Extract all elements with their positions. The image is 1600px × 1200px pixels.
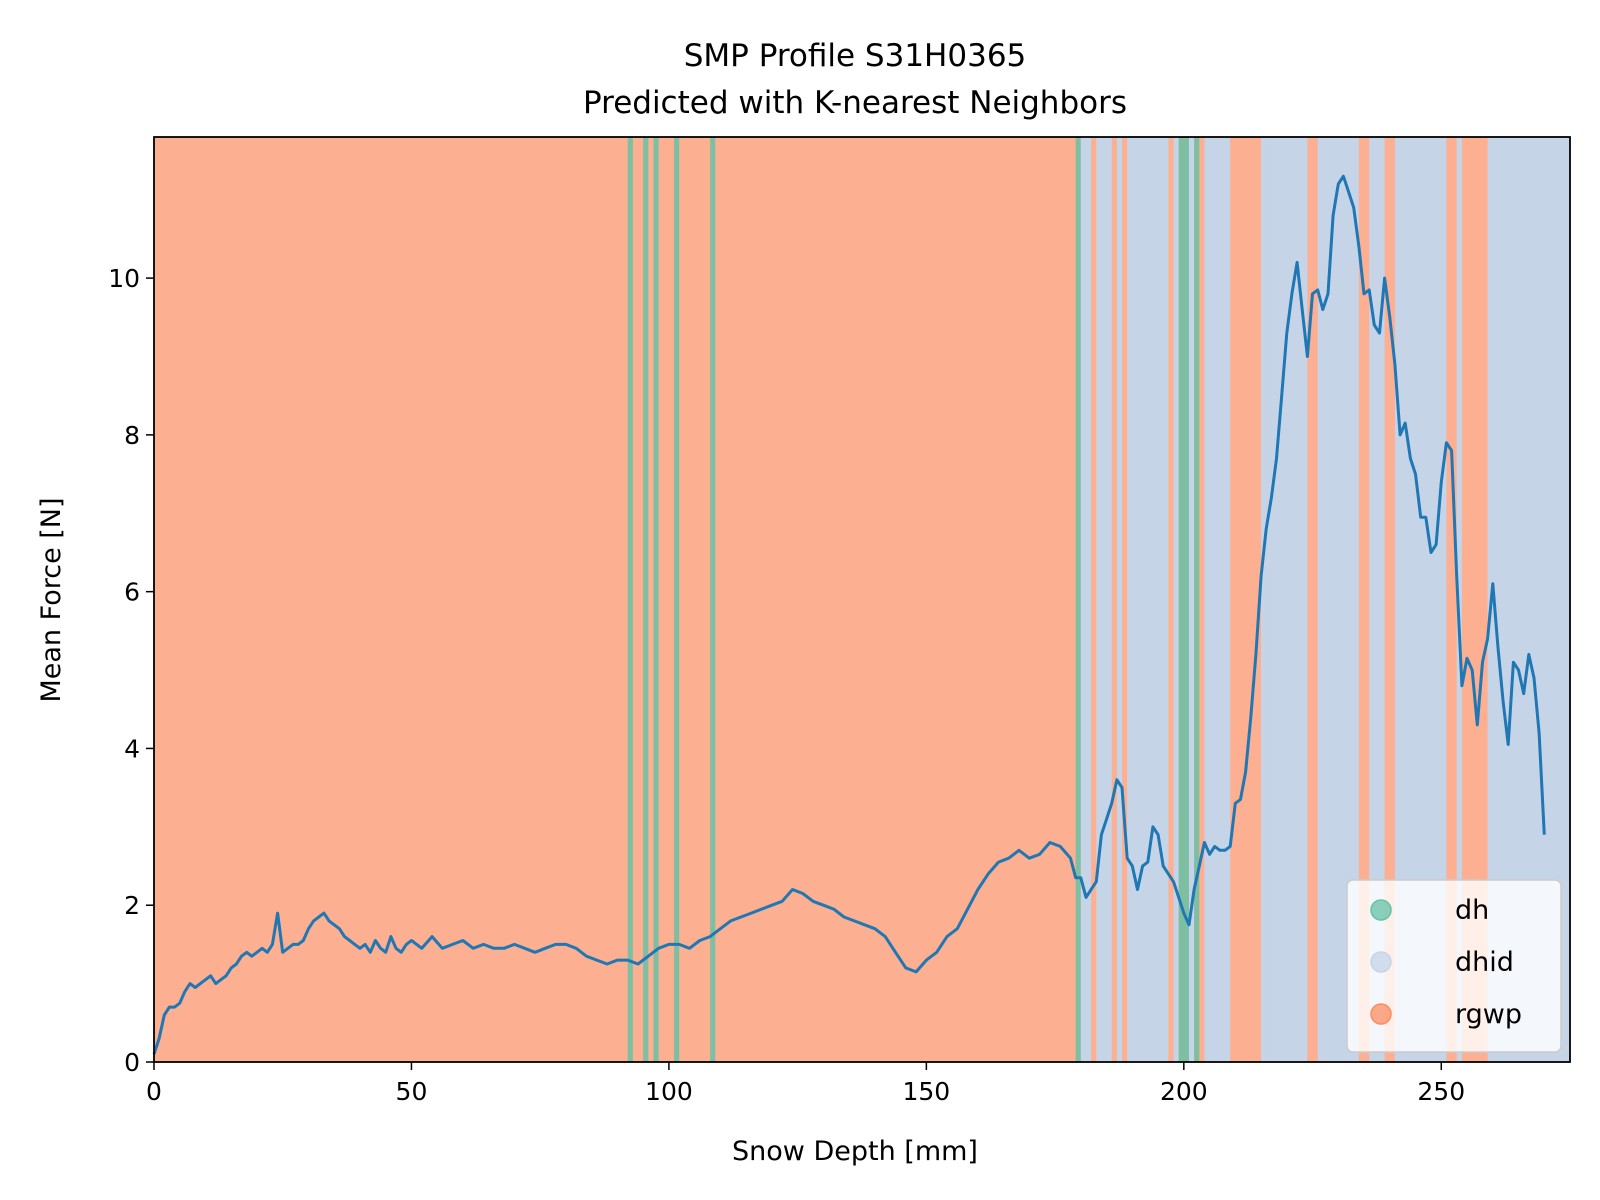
- x-tick-label: 100: [645, 1077, 693, 1106]
- band-dh: [1194, 137, 1200, 1062]
- x-tick-label: 200: [1160, 1077, 1208, 1106]
- y-axis-label: Mean Force [N]: [36, 497, 67, 702]
- legend-box: [1346, 879, 1562, 1053]
- series-line: [152, 174, 1546, 1055]
- legend-marker-dh: [1370, 899, 1392, 921]
- band-dh: [1178, 137, 1189, 1062]
- band-dh: [710, 137, 716, 1062]
- x-tick-label: 250: [1417, 1077, 1465, 1106]
- band-dhid: [1188, 137, 1195, 1062]
- band-dh: [1075, 137, 1081, 1062]
- band-dhid: [1261, 137, 1267, 1062]
- band-dh: [627, 137, 633, 1062]
- x-tick-label: 0: [146, 1077, 162, 1106]
- legend: dh dhid rgwp: [1346, 879, 1562, 1053]
- band-dhid: [1080, 137, 1092, 1062]
- y-axis: 0 2 4 6 8 10: [108, 264, 154, 1077]
- band-dhid: [1266, 137, 1308, 1062]
- plot-frame: [153, 136, 1571, 1063]
- y-tick-label: 8: [124, 421, 140, 450]
- y-tick-label: 6: [124, 578, 140, 607]
- x-axis-label: Snow Depth [mm]: [732, 1136, 978, 1167]
- y-tick-label: 0: [124, 1048, 140, 1077]
- band-dhid: [1173, 137, 1179, 1062]
- band-dh: [643, 137, 649, 1062]
- x-tick-label: 50: [396, 1077, 428, 1106]
- band-dhid: [1096, 137, 1112, 1062]
- band-dhid: [1116, 137, 1123, 1062]
- chart-title: SMP Profile S31H0365: [684, 38, 1027, 74]
- chart-subtitle: Predicted with K-nearest Neighbors: [583, 85, 1127, 121]
- series-layer: [152, 174, 1546, 1055]
- x-axis: 0 50 100 150 200 250: [146, 1062, 1465, 1106]
- band-dhid: [1204, 137, 1231, 1062]
- legend-label-dh: dh: [1455, 895, 1489, 926]
- band-dh: [674, 137, 680, 1062]
- x-tick-label: 150: [903, 1077, 951, 1106]
- legend-marker-dhid: [1370, 951, 1392, 973]
- legend-label-rgwp: rgwp: [1455, 999, 1522, 1030]
- legend-marker-rgwp: [1370, 1003, 1392, 1025]
- y-tick-label: 4: [124, 734, 140, 763]
- legend-label-dhid: dhid: [1455, 947, 1514, 978]
- band-dhid: [1127, 137, 1169, 1062]
- y-tick-label: 2: [124, 891, 140, 920]
- band-dh: [653, 137, 659, 1062]
- band-dhid: [1369, 137, 1385, 1062]
- y-tick-label: 10: [108, 264, 140, 293]
